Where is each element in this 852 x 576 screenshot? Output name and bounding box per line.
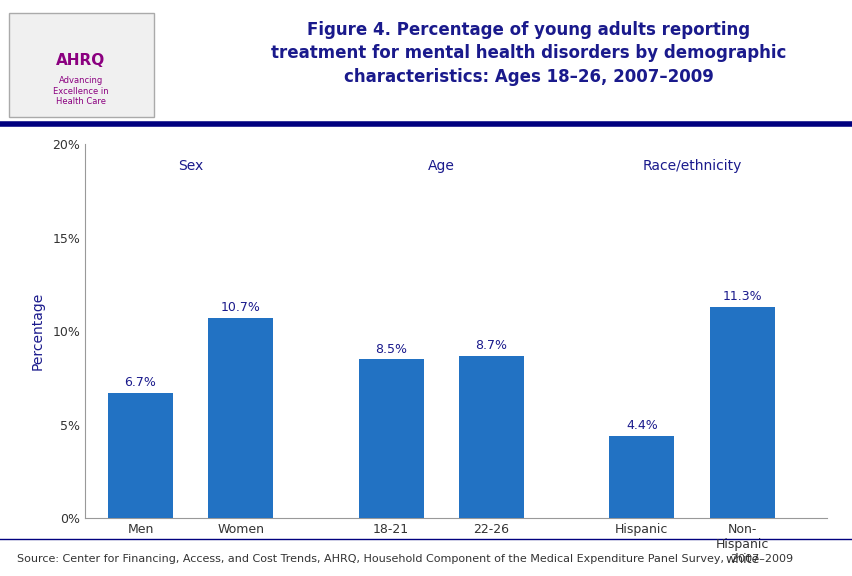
Text: 4.4%: 4.4% [625,419,657,432]
Bar [107,393,173,518]
Bar [458,355,523,518]
Bar [608,436,674,518]
Text: Source: Center for Financing, Access, and Cost Trends, AHRQ, Household Component: Source: Center for Financing, Access, an… [17,554,792,564]
Bar [358,359,423,518]
Text: 11.3%: 11.3% [722,290,761,303]
Text: Sex: Sex [178,159,203,173]
Y-axis label: Percentage: Percentage [30,292,44,370]
FancyBboxPatch shape [9,13,153,116]
Text: AHRQ: AHRQ [56,54,106,69]
Text: Figure 4. Percentage of young adults reporting
treatment for mental health disor: Figure 4. Percentage of young adults rep… [271,21,786,86]
Text: Race/ethnicity: Race/ethnicity [642,159,741,173]
Bar [208,318,273,518]
Text: 10.7%: 10.7% [221,301,261,314]
Text: 8.5%: 8.5% [375,343,406,355]
Bar [709,307,774,518]
Text: 6.7%: 6.7% [124,376,156,389]
Text: Age: Age [428,159,454,173]
Text: 8.7%: 8.7% [475,339,507,352]
Text: Advancing
Excellence in
Health Care: Advancing Excellence in Health Care [53,77,109,106]
